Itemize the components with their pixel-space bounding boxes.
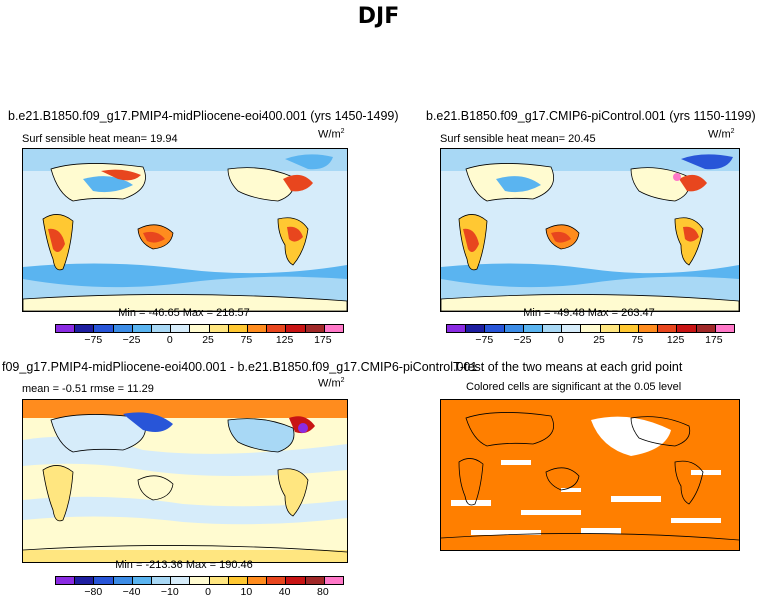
panel-4-subtitle: Colored cells are significant at the 0.0… [466, 381, 682, 393]
colorbar-swatch [132, 577, 153, 584]
colorbar-tick-label: 125 [666, 334, 685, 346]
colorbar-tick-label: 175 [705, 334, 723, 346]
colorbar-swatch [562, 325, 582, 332]
colorbar-swatch [504, 325, 524, 332]
panel-4-title: T-test of the two means at each grid poi… [453, 360, 683, 374]
panel-1-title: b.e21.B1850.f09_g17.PMIP4-midPliocene-eo… [8, 109, 399, 123]
figure-title: DJF [357, 4, 400, 29]
panel-2-map-svg [441, 149, 739, 311]
colorbar-swatch [324, 577, 344, 584]
colorbar-tick-label: 25 [202, 334, 214, 346]
colorbar-tick-label: 10 [240, 586, 253, 598]
panel-2-units: W/m2 [708, 128, 735, 141]
panel-2-subtitle: Surf sensible heat mean= 20.45 [440, 133, 596, 145]
panel-2-minmax: Min = -49.48 Max = 263.47 [523, 307, 655, 319]
panel-1-subtitle: Surf sensible heat mean= 19.94 [22, 133, 178, 145]
colorbar-swatch [190, 325, 210, 332]
colorbar-swatch [639, 325, 659, 332]
colorbar-tick-label: 25 [593, 334, 605, 346]
colorbar-swatch [56, 577, 76, 584]
colorbar-swatch [75, 325, 95, 332]
colorbar-tick-label: −25 [513, 334, 532, 346]
colorbar-top-right-labels: −75 −25 0 25 75 125 175 [446, 334, 733, 348]
colorbar-swatch [696, 325, 716, 332]
colorbar-swatch [677, 325, 697, 332]
colorbar-swatch [209, 325, 229, 332]
colorbar-swatch [171, 577, 191, 584]
panel-1-map [22, 148, 348, 312]
colorbar-tick-label: −25 [122, 334, 141, 346]
colorbar-tick-label: 75 [631, 334, 644, 346]
colorbar-swatch [75, 577, 95, 584]
colorbar-swatch [152, 577, 172, 584]
colorbar-tick-label: −75 [84, 334, 103, 346]
panel-3-title: f09_g17.PMIP4-midPliocene-eoi400.001 - b… [2, 360, 478, 374]
colorbar-swatch [94, 325, 114, 332]
colorbar-swatch [248, 325, 268, 332]
colorbar-tick-label: −40 [122, 586, 141, 598]
colorbar-swatch [267, 325, 287, 332]
colorbar-swatch [132, 325, 153, 332]
panel-3-map [22, 399, 348, 563]
colorbar-swatch [305, 577, 325, 584]
panel-1-units: W/m2 [318, 128, 345, 141]
colorbar-tick-label: −10 [160, 586, 179, 598]
colorbar-swatch [113, 325, 133, 332]
colorbar-swatch [56, 325, 76, 332]
colorbar-tick-label: −75 [475, 334, 494, 346]
colorbar-swatch [267, 577, 287, 584]
colorbar-swatch [715, 325, 735, 332]
colorbar-swatch [209, 577, 229, 584]
panel-3-map-svg [23, 400, 347, 562]
colorbar-top-left-labels: −75 −25 0 25 75 125 175 [55, 334, 342, 348]
colorbar-swatch [485, 325, 505, 332]
colorbar-tick-label: 0 [205, 586, 211, 598]
panel-4-map-svg [441, 400, 739, 550]
panel-3-subtitle: mean = -0.51 rmse = 11.29 [22, 383, 154, 395]
colorbar-swatch [228, 577, 249, 584]
colorbar-tick-label: 0 [166, 334, 173, 346]
colorbar-top-left [55, 324, 344, 333]
colorbar-tick-label: 75 [240, 334, 253, 346]
panel-2-title: b.e21.B1850.f09_g17.CMIP6-piControl.001 … [426, 109, 756, 123]
colorbar-swatch [581, 325, 601, 332]
colorbar-swatch [248, 577, 268, 584]
colorbar-swatch [447, 325, 467, 332]
colorbar-bottom-left [55, 576, 344, 585]
colorbar-swatch [113, 577, 133, 584]
colorbar-tick-label: 40 [278, 586, 291, 598]
panel-2-map [440, 148, 740, 312]
colorbar-swatch [600, 325, 620, 332]
colorbar-tick-label: 0 [557, 334, 564, 346]
colorbar-swatch [94, 577, 114, 584]
colorbar-bottom-left-labels: −80 −40 −10 0 10 40 80 [55, 586, 342, 600]
colorbar-tick-label: 125 [275, 334, 294, 346]
colorbar-swatch [152, 325, 172, 332]
panel-1-map-svg [23, 149, 347, 311]
colorbar-swatch [543, 325, 563, 332]
colorbar-swatch [286, 325, 306, 332]
colorbar-swatch [286, 577, 306, 584]
panel-4-map [440, 399, 740, 551]
colorbar-tick-label: 175 [314, 334, 332, 346]
colorbar-swatch [190, 577, 210, 584]
colorbar-swatch [324, 325, 344, 332]
colorbar-tick-label: −80 [84, 586, 103, 598]
panel-3-minmax: Min = -213.36 Max = 190.46 [115, 559, 253, 571]
colorbar-top-right [446, 324, 735, 333]
colorbar-swatch [466, 325, 486, 332]
colorbar-swatch [658, 325, 678, 332]
colorbar-swatch [523, 325, 544, 332]
colorbar-swatch [619, 325, 640, 332]
colorbar-tick-label: 80 [317, 586, 329, 598]
colorbar-swatch [171, 325, 191, 332]
colorbar-swatch [228, 325, 249, 332]
colorbar-swatch [305, 325, 325, 332]
panel-1-minmax: Min = -46.65 Max = 218.57 [118, 307, 250, 319]
panel-3-units: W/m2 [318, 377, 345, 390]
